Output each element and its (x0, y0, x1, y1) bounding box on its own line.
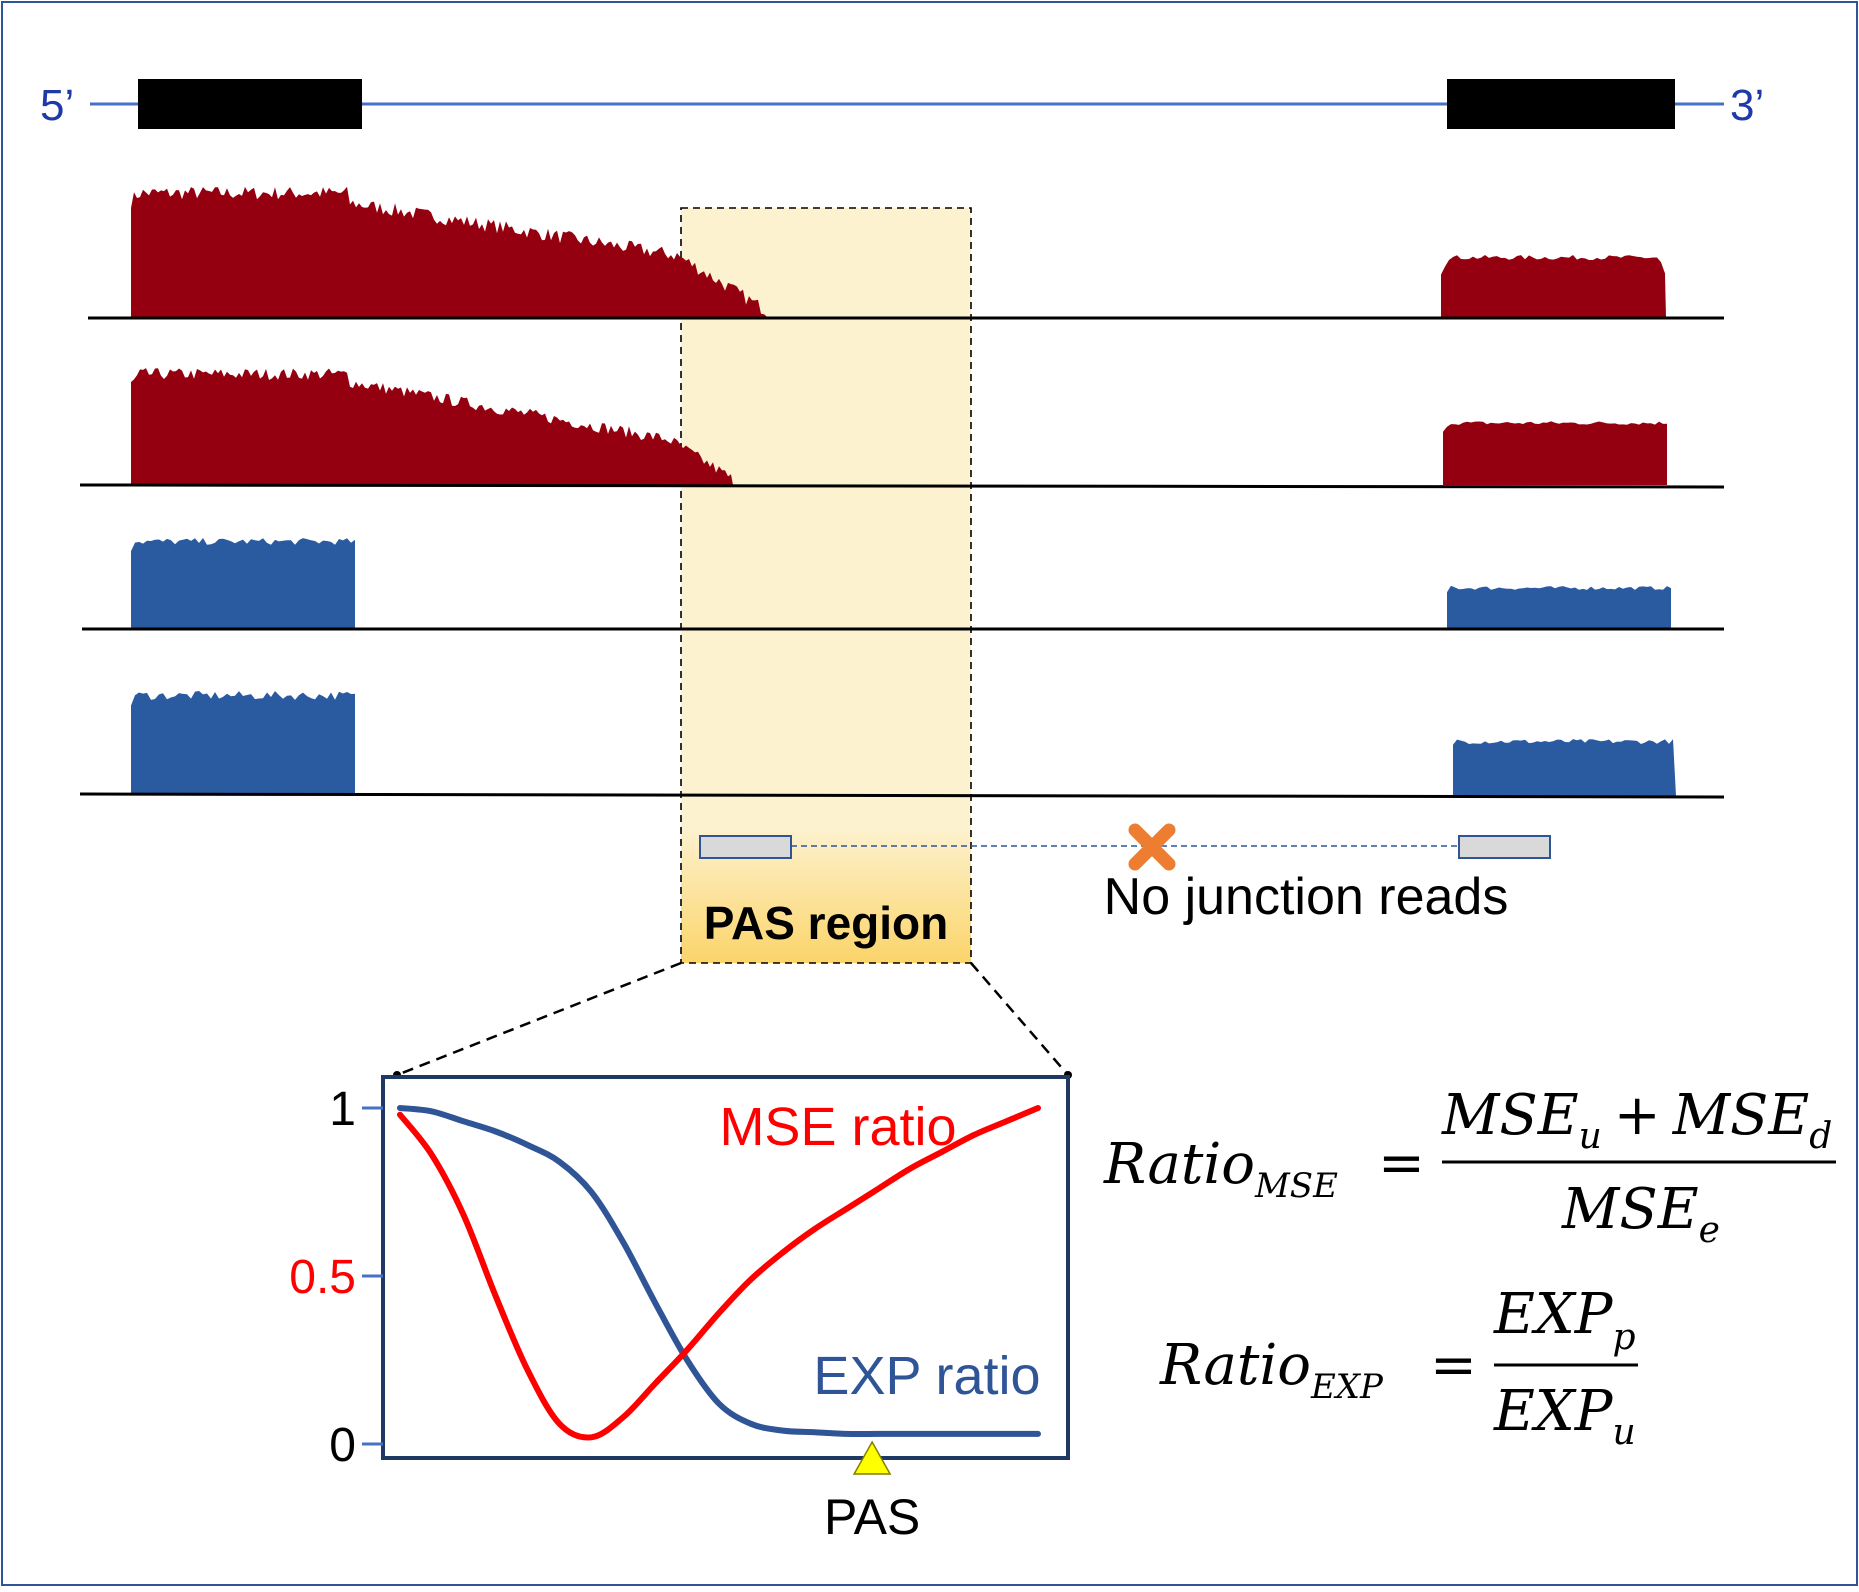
three-prime-label: 3’ (1730, 81, 1764, 130)
coverage-track-2-upstream (131, 368, 733, 485)
pas-marker-label: PAS (824, 1489, 920, 1545)
read-block-right (1458, 835, 1551, 859)
exon-downstream (1447, 79, 1675, 129)
eq-mse-lhs: RatioMSE (1103, 1132, 1338, 1206)
eq-mse-numerator: MSEu + MSEd (1441, 1083, 1832, 1157)
coverage-track-2-downstream (1443, 421, 1667, 485)
coverage-track-4-upstream (131, 691, 355, 794)
ratio-mse-equation: RatioMSE = MSEu + MSEd MSEe (1103, 1083, 1836, 1251)
exon-upstream (138, 79, 362, 129)
coverage-track-3-downstream (1447, 585, 1671, 629)
y-tick-label: 1 (329, 1083, 356, 1136)
ratio-exp-equation: RatioEXP = EXPp EXPu (1159, 1282, 1638, 1453)
five-prime-label: 5’ (40, 81, 74, 130)
y-tick-label: 0.5 (289, 1251, 356, 1304)
coverage-track-1-downstream (1441, 255, 1666, 318)
eq-exp-numerator: EXPp (1493, 1282, 1635, 1358)
cross-icon (1128, 823, 1176, 871)
track-2-baseline (79, 483, 1725, 489)
y-tick-label: 0 (329, 1419, 356, 1472)
chart-frame (381, 1075, 1070, 1460)
eq-mse-equals: = (1378, 1131, 1425, 1196)
pas-region-label: PAS region (704, 897, 949, 949)
coverage-track-3-upstream (131, 538, 355, 629)
zoom-connector-right (970, 962, 1069, 1076)
eq-exp-denominator: EXPu (1493, 1379, 1636, 1453)
eq-exp-lhs: RatioEXP (1159, 1333, 1384, 1407)
coverage-track-4-downstream (1453, 739, 1676, 796)
junction-schematic: No junction reads (699, 823, 1551, 926)
coverage-track-1-upstream (131, 186, 768, 318)
read-block-left (699, 835, 792, 859)
zoom-connector-left (396, 961, 682, 1077)
series-line-exp-ratio (397, 1105, 1041, 1438)
series-label-exp-ratio: EXP ratio (813, 1346, 1040, 1406)
pas-triangle-marker (852, 1440, 892, 1475)
no-junction-reads-label: No junction reads (1104, 868, 1509, 926)
eq-exp-equals: = (1430, 1333, 1477, 1398)
track-4-baseline (79, 792, 1725, 799)
series-label-mse-ratio: MSE ratio (719, 1097, 956, 1157)
eq-mse-denominator: MSEe (1561, 1177, 1720, 1251)
gene-model: 5’ 3’ (40, 79, 1764, 130)
coverage-tracks (79, 186, 1725, 799)
ratio-chart: 00.51 MSE ratio EXP ratio PAS (289, 1075, 1070, 1545)
y-axis-ticks: 00.51 (289, 1083, 383, 1472)
series-line-mse-ratio (397, 1105, 1041, 1441)
